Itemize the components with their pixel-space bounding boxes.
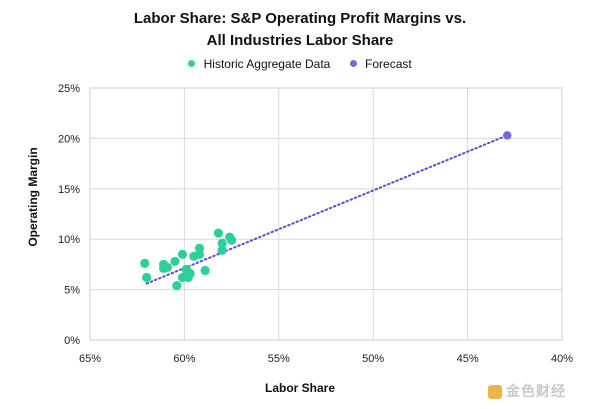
watermark-text: 金色财经: [506, 383, 566, 399]
y-tick-label: 10%: [58, 234, 80, 246]
chart-title: Labor Share: S&P Operating Profit Margin…: [0, 8, 600, 52]
plot-frame: [89, 87, 563, 341]
watermark-logo-icon: [488, 385, 502, 400]
y-tick-label: 25%: [58, 83, 80, 95]
chart-title-line1: Labor Share: S&P Operating Profit Margin…: [133, 10, 467, 27]
data-point-historic: [140, 258, 150, 268]
x-tick-label: 65%: [79, 353, 101, 365]
data-point-historic: [177, 249, 188, 259]
y-tick-label: 5%: [64, 285, 80, 297]
x-tick-label: 45%: [457, 353, 479, 365]
y-tick-label: 20%: [58, 133, 80, 145]
data-point-historic: [200, 265, 210, 276]
legend-label-historic: Historic Aggregate Data: [203, 57, 331, 71]
data-point-historic: [172, 280, 182, 291]
legend-marker-historic: [188, 60, 196, 68]
data-point-historic: [227, 235, 237, 245]
x-tick-label: 55%: [268, 353, 290, 365]
data-point-historic: [217, 245, 227, 255]
legend-marker-forecast: [349, 60, 357, 68]
trendline: [145, 134, 509, 285]
data-point-historic: [142, 272, 152, 283]
legend-item-historic: Historic Aggregate Data: [188, 57, 330, 71]
data-point-forecast: [503, 131, 512, 140]
data-point-historic: [194, 243, 205, 253]
chart-legend: Historic Aggregate Data Forecast: [0, 57, 600, 71]
x-tick-label: 60%: [173, 353, 195, 365]
data-point-historic: [170, 256, 180, 266]
x-tick-label: 50%: [362, 353, 384, 365]
chart-title-line2: All Industries Labor Share: [206, 32, 394, 49]
data-point-historic: [185, 268, 195, 279]
y-tick-label: 0%: [64, 335, 80, 347]
data-point-historic: [213, 228, 223, 238]
y-tick-label: 15%: [58, 184, 80, 196]
data-point-historic: [162, 262, 173, 273]
x-axis-label: Labor Share: [264, 381, 336, 395]
data-point-historic: [217, 238, 227, 248]
legend-item-forecast: Forecast: [349, 57, 412, 71]
legend-label-forecast: Forecast: [365, 57, 412, 71]
x-tick-label: 40%: [551, 353, 573, 365]
y-axis-label: Operating Margin: [26, 147, 40, 247]
watermark: 金色财经: [488, 381, 566, 401]
